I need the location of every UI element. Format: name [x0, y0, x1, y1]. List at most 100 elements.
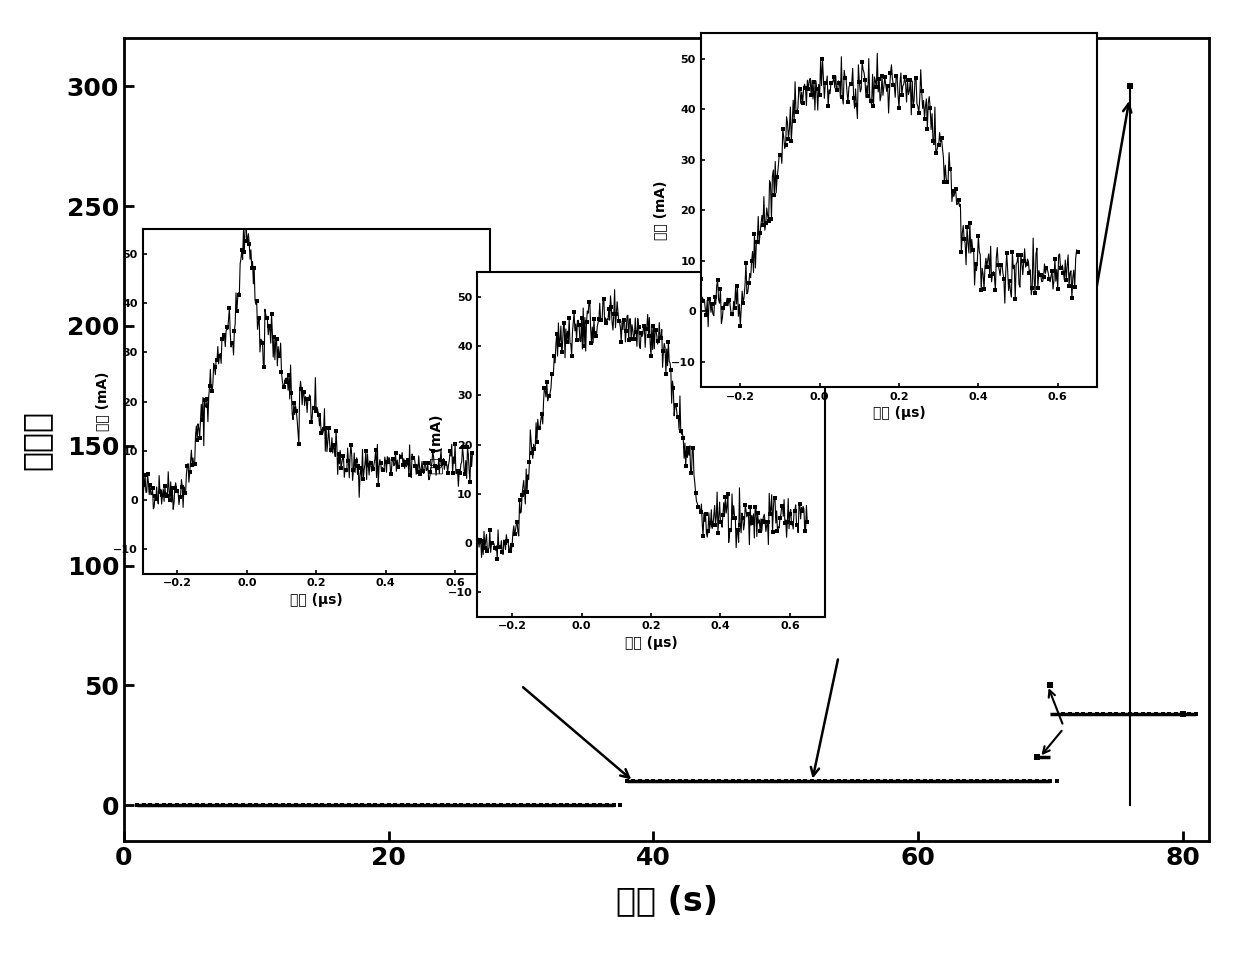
Point	[776, 138, 796, 153]
Point	[703, 517, 723, 532]
Point	[366, 443, 386, 458]
Point	[804, 75, 823, 90]
Point	[696, 507, 715, 522]
Point	[782, 515, 802, 531]
Point	[644, 773, 663, 789]
Point	[326, 797, 346, 813]
Point	[551, 797, 570, 813]
Point	[649, 334, 668, 349]
Point	[666, 398, 686, 413]
Point	[423, 444, 443, 459]
Point	[334, 448, 353, 464]
Point	[1074, 706, 1094, 722]
Point	[737, 773, 756, 789]
Y-axis label: 电流 (mA): 电流 (mA)	[429, 415, 444, 474]
Point	[177, 458, 197, 473]
Point	[205, 359, 224, 375]
Point	[1060, 706, 1080, 722]
Point	[1017, 256, 1037, 272]
Point	[281, 386, 301, 402]
Point	[1066, 706, 1086, 722]
Point	[604, 797, 624, 813]
Point	[997, 246, 1017, 261]
Point	[562, 348, 582, 363]
Point	[304, 400, 324, 415]
Point	[779, 131, 799, 146]
Point	[1007, 773, 1027, 789]
Point	[742, 253, 761, 269]
Point	[386, 797, 405, 813]
Point	[918, 120, 937, 136]
Point	[160, 797, 180, 813]
Point	[915, 773, 935, 789]
Point	[346, 453, 366, 468]
Point	[522, 445, 542, 460]
Point	[500, 543, 520, 558]
Point	[1133, 706, 1153, 722]
Point	[596, 797, 616, 813]
Point	[769, 773, 789, 789]
Point	[681, 466, 701, 481]
Point	[485, 797, 505, 813]
Point	[319, 797, 339, 813]
Point	[1027, 773, 1047, 789]
Point	[239, 236, 259, 251]
Point	[341, 437, 361, 452]
Point	[133, 477, 153, 492]
Point	[693, 293, 713, 309]
Point	[372, 797, 392, 813]
Point	[537, 375, 557, 390]
Point	[525, 797, 544, 813]
Point	[264, 329, 284, 344]
Point	[312, 797, 332, 813]
Point	[807, 81, 827, 97]
Point	[1114, 706, 1133, 722]
Point	[594, 292, 614, 307]
Point	[677, 773, 697, 789]
Point	[582, 336, 601, 351]
Point	[497, 797, 517, 813]
Point	[1059, 278, 1079, 293]
Point	[849, 75, 869, 90]
Point	[174, 797, 193, 813]
Point	[689, 773, 709, 789]
Point	[279, 367, 299, 382]
Point	[438, 466, 458, 481]
Point	[962, 243, 982, 258]
Point	[392, 797, 412, 813]
Point	[386, 445, 405, 461]
Point	[257, 311, 277, 326]
Point	[128, 797, 148, 813]
Point	[777, 514, 797, 530]
Point	[733, 294, 753, 310]
Point	[795, 524, 815, 539]
Point	[745, 500, 765, 515]
Point	[212, 331, 232, 346]
Point	[358, 797, 378, 813]
Point	[403, 450, 423, 466]
Point	[547, 326, 567, 341]
Point	[915, 111, 935, 126]
Point	[750, 524, 770, 539]
Point	[744, 226, 764, 241]
Point	[861, 94, 880, 109]
Point	[253, 797, 273, 813]
Point	[279, 797, 299, 813]
Point	[947, 773, 967, 789]
Point	[584, 797, 604, 813]
Y-axis label: 翻转数: 翻转数	[20, 410, 53, 469]
Point	[691, 504, 711, 519]
Point	[193, 797, 213, 813]
Point	[787, 104, 807, 120]
Point	[790, 81, 810, 97]
Point	[192, 413, 212, 428]
Point	[920, 100, 940, 116]
Point	[1126, 706, 1146, 722]
Point	[1042, 264, 1061, 279]
Point	[629, 319, 649, 335]
Point	[999, 273, 1019, 289]
Point	[971, 282, 991, 297]
Point	[776, 773, 796, 789]
Point	[722, 306, 742, 321]
Point	[784, 114, 804, 129]
